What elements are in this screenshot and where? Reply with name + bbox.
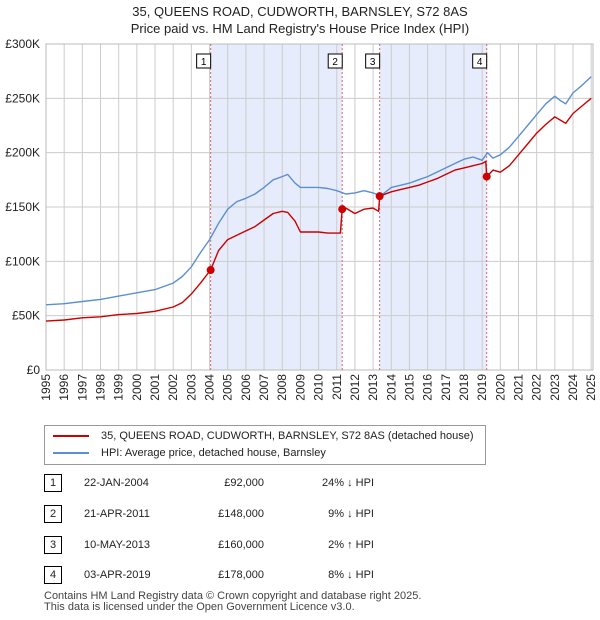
sale-badge-box	[196, 53, 212, 69]
x-tick-label: 2022	[530, 374, 544, 401]
footer-line-2: This data is licensed under the Open Gov…	[44, 601, 355, 613]
x-tick-label: 1996	[57, 374, 71, 401]
x-axis-ticks: 1995 1996 1997 1998 1999 2000 2001 2002 2003 2004…	[39, 374, 598, 401]
sale-points	[206, 172, 491, 275]
x-tick-label: 1998	[94, 374, 108, 401]
chart-title: 35, QUEENS ROAD, CUDWORTH, BARNSLEY, S72…	[0, 3, 600, 37]
sale-date: 21-APR-2011	[84, 508, 150, 520]
hpi-line	[45, 76, 592, 306]
y-tick-label: £200K	[5, 146, 40, 160]
grid-lines	[45, 43, 594, 371]
legend-label-property: 35, QUEENS ROAD, CUDWORTH, BARNSLEY, S72…	[101, 430, 474, 442]
legend-label-hpi: HPI: Average price, detached house, Barn…	[101, 447, 326, 459]
title-line-1: 35, QUEENS ROAD, CUDWORTH, BARNSLEY, S72…	[132, 4, 468, 19]
plot-frame	[45, 43, 594, 371]
y-tick-label: £50K	[12, 309, 40, 323]
sale-row: 3 10-MAY-2013 £160,000 2% ↑ HPI	[44, 535, 464, 555]
sale-date: 22-JAN-2004	[84, 477, 149, 489]
x-tick-label: 2003	[184, 374, 198, 401]
x-tick-label: 2024	[566, 374, 580, 401]
footer: Contains HM Land Registry data © Crown c…	[44, 591, 421, 613]
sale-price: £148,000	[218, 508, 264, 520]
x-tick-label: 2002	[166, 374, 180, 401]
x-tick-label: 2016	[421, 374, 435, 401]
sale-badge: 4	[44, 566, 62, 584]
sale-badge: 2	[44, 505, 62, 523]
x-tick-label: 2000	[130, 374, 144, 401]
sale-badge-label: 1	[201, 57, 207, 68]
property-line	[45, 97, 592, 322]
sale-hpi: 9% ↓ HPI	[328, 508, 374, 520]
y-tick-label: £250K	[5, 91, 40, 105]
sale-badge: 1	[44, 474, 62, 492]
sale-price: £160,000	[218, 539, 264, 551]
sale-badge-label: 4	[477, 57, 483, 68]
footer-line-1: Contains HM Land Registry data © Crown c…	[44, 590, 422, 602]
x-tick-label: 2001	[148, 374, 162, 401]
sale-date: 10-MAY-2013	[84, 539, 151, 551]
sale-hpi: 2% ↑ HPI	[328, 539, 374, 551]
x-tick-label: 2019	[475, 374, 489, 401]
sale-point	[482, 172, 491, 181]
x-tick-label: 2017	[439, 374, 453, 401]
x-tick-label: 1995	[39, 374, 53, 401]
x-tick-label: 2023	[548, 374, 562, 401]
sale-row: 1 22-JAN-2004 £92,000 24% ↓ HPI	[44, 473, 464, 493]
title-line-2: Price paid vs. HM Land Registry's House …	[130, 21, 470, 36]
sale-row: 4 03-APR-2019 £178,000 8% ↓ HPI	[44, 565, 464, 585]
sale-price: £178,000	[218, 569, 264, 581]
y-axis-ticks: £0 £50K £100K £150K £200K £250K £300K	[5, 37, 40, 377]
sale-date: 03-APR-2019	[84, 569, 151, 581]
x-tick-label: 1997	[75, 374, 89, 401]
legend-item-hpi: HPI: Average price, detached house, Barn…	[53, 445, 326, 461]
x-tick-label: 2012	[348, 374, 362, 401]
sale-badge: 3	[44, 536, 62, 554]
sale-hpi: 24% ↓ HPI	[322, 477, 374, 489]
x-tick-label: 2015	[402, 374, 416, 401]
sale-badge-box	[365, 53, 381, 69]
x-tick-label: 2011	[330, 374, 344, 400]
legend-item-property: 35, QUEENS ROAD, CUDWORTH, BARNSLEY, S72…	[53, 428, 474, 444]
y-tick-label: £300K	[5, 37, 40, 51]
series-lines	[45, 76, 592, 322]
sale-point	[338, 205, 347, 214]
x-tick-label: 2008	[275, 374, 289, 401]
x-tick-label: 2013	[366, 374, 380, 401]
x-tick-label: 1999	[112, 374, 126, 401]
legend-swatch-hpi	[53, 452, 89, 455]
x-tick-label: 2009	[293, 374, 307, 401]
sale-price: £92,000	[224, 477, 264, 489]
x-tick-label: 2021	[511, 374, 525, 401]
price-chart: 1 2 3 4 £0 £50K £100K £150K £200K £250K £300K 199…	[5, 37, 598, 401]
sale-point	[206, 266, 215, 275]
sale-badge-label: 3	[370, 57, 376, 68]
x-tick-label: 2018	[457, 374, 471, 401]
sale-row: 2 21-APR-2011 £148,000 9% ↓ HPI	[44, 504, 464, 524]
x-tick-label: 2010	[312, 374, 326, 401]
x-tick-label: 2006	[239, 374, 253, 401]
sale-badges: 1 2 3 4	[196, 53, 488, 69]
sale-point	[375, 192, 384, 201]
y-tick-label: £0	[27, 363, 41, 377]
x-tick-label: 2005	[221, 374, 235, 401]
legend: 35, QUEENS ROAD, CUDWORTH, BARNSLEY, S72…	[44, 425, 486, 465]
legend-swatch-property	[53, 435, 89, 438]
x-tick-label: 2004	[203, 374, 217, 401]
x-tick-label: 2025	[584, 374, 598, 401]
x-tick-label: 2014	[384, 374, 398, 401]
sale-hpi: 8% ↓ HPI	[328, 569, 374, 581]
sale-badge-box	[327, 53, 343, 69]
sale-badge-box	[472, 53, 488, 69]
x-tick-label: 2020	[493, 374, 507, 401]
x-tick-label: 2007	[257, 374, 271, 401]
y-tick-label: £150K	[5, 200, 40, 214]
sale-badge-label: 2	[332, 57, 338, 68]
y-tick-label: £100K	[5, 254, 40, 268]
